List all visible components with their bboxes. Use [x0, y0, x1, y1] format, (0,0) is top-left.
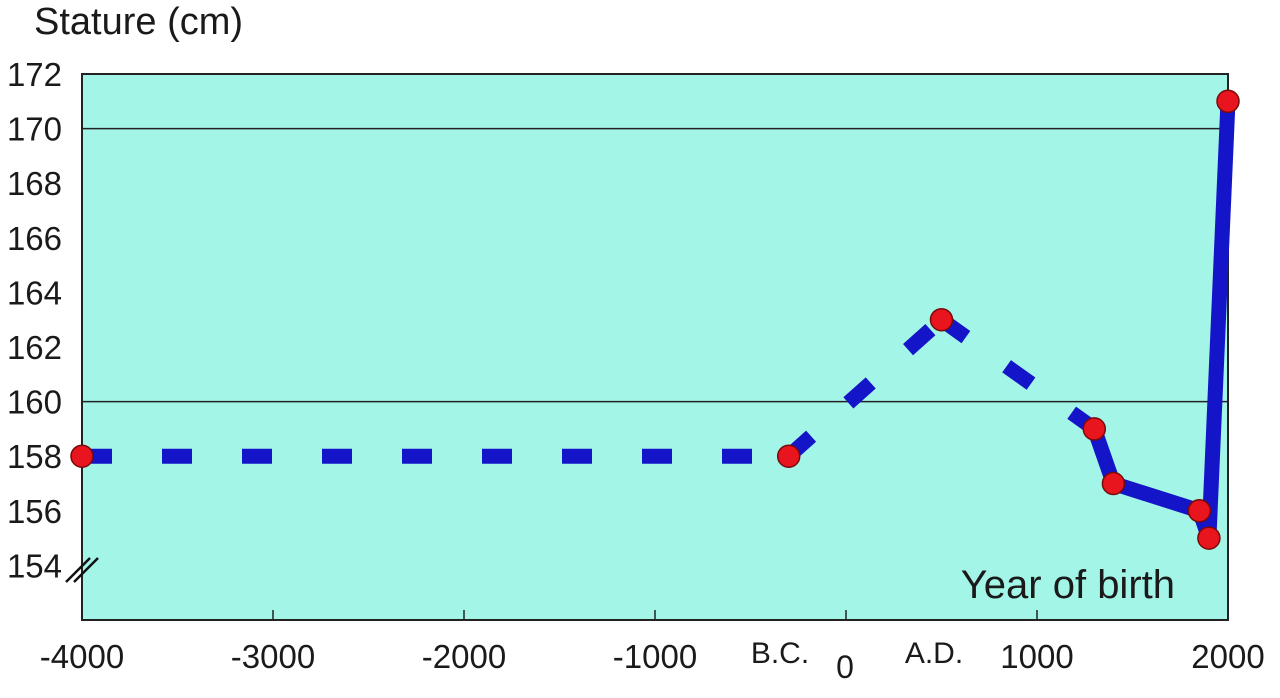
- y-tick-label: 162: [7, 329, 62, 366]
- y-tick-label: 156: [7, 493, 62, 530]
- y-tick-label: 164: [7, 274, 62, 311]
- zero-label: 0: [836, 649, 854, 685]
- y-tick-label: 172: [7, 56, 62, 93]
- data-point: [776, 444, 801, 468]
- plot-area: [81, 73, 1229, 621]
- series-segment-dashed: [937, 313, 1099, 436]
- axis-break-mark: [65, 557, 99, 583]
- x-tick-label: 1000: [1000, 638, 1073, 675]
- y-tick-label: 170: [7, 111, 62, 148]
- y-tick-label: 166: [7, 220, 62, 257]
- bc-label: B.C.: [751, 637, 809, 670]
- series-segment-solid: [1105, 476, 1207, 519]
- y-tick-label: 160: [7, 384, 62, 421]
- x-tick-label: -3000: [231, 638, 315, 675]
- x-tick-label: -2000: [422, 638, 506, 675]
- x-tick-label: -4000: [40, 638, 124, 675]
- ad-label: A.D.: [905, 637, 963, 670]
- series-segment-dashed: [783, 314, 947, 462]
- data-point: [929, 307, 954, 332]
- data-point: [1101, 471, 1126, 496]
- data-point: [70, 444, 94, 468]
- y-tick-label: 158: [7, 438, 62, 475]
- x-axis-title: Year of birth: [961, 563, 1175, 607]
- x-tick-label: -1000: [613, 638, 697, 675]
- series-segment-solid: [1201, 93, 1236, 546]
- data-point: [1197, 526, 1221, 550]
- y-tick-label: 168: [7, 165, 62, 202]
- y-axis-title: Stature (cm): [34, 1, 243, 43]
- x-tick-label: 2000: [1191, 638, 1264, 675]
- data-point: [1216, 89, 1240, 114]
- data-point: [1187, 499, 1212, 523]
- data-point: [1082, 417, 1107, 441]
- y-tick-label: 154: [7, 547, 62, 584]
